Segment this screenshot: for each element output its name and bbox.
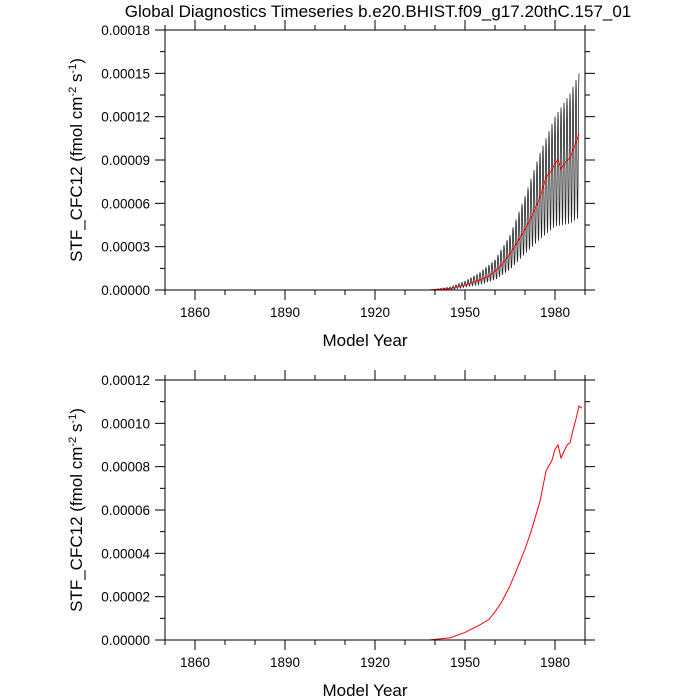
annual-series-line: [165, 405, 583, 640]
y-tick-label: 0.00006: [101, 503, 150, 518]
y-tick-label: 0.00018: [101, 23, 150, 38]
bottom-panel: 1860 1890 1920 1950 1980 0.00000 0.00002 0.0000…: [67, 370, 595, 700]
x-tick-label: 1950: [450, 655, 480, 670]
x-tick-label: 1920: [360, 655, 390, 670]
x-tick-label: 1980: [540, 305, 570, 320]
y-tick-label: 0.00006: [101, 196, 150, 211]
x-tick-label: 1920: [360, 305, 390, 320]
y-tick-label: 0.00000: [101, 283, 150, 298]
chart-title: Global Diagnostics Timeseries b.e20.BHIS…: [125, 2, 632, 21]
x-tick-label: 1890: [270, 655, 300, 670]
y-tick-label: 0.00012: [101, 110, 150, 125]
x-axis-label: Model Year: [322, 331, 407, 350]
top-panel: 1860 1890 1920 1950 1980 0.00000 0.00003 0.0000…: [67, 20, 595, 350]
y-axis-label: STF_CFC12 (fmol cm-2 s-1): [67, 408, 86, 612]
y-tick-label: 0.00012: [101, 373, 150, 388]
x-tick-label: 1980: [540, 655, 570, 670]
y-tick-label: 0.00015: [101, 66, 150, 81]
x-tick-label: 1890: [270, 305, 300, 320]
y-tick-label: 0.00002: [101, 590, 150, 605]
y-tick-label: 0.00009: [101, 153, 150, 168]
monthly-series-line: [165, 73, 580, 290]
plot-frame: [164, 29, 586, 291]
y-axis-label: STF_CFC12 (fmol cm-2 s-1): [67, 58, 86, 262]
y-tick-label: 0.00000: [101, 633, 150, 648]
y-tick-label: 0.00003: [101, 240, 150, 255]
annual-series-line: [165, 133, 580, 290]
y-tick-label: 0.00004: [101, 546, 150, 561]
y-tick-label: 0.00008: [101, 460, 150, 475]
x-tick-label: 1860: [180, 305, 210, 320]
y-tick-label: 0.00010: [101, 416, 150, 431]
x-axis-label: Model Year: [322, 681, 407, 700]
plot-frame: [164, 379, 586, 641]
x-tick-label: 1950: [450, 305, 480, 320]
x-tick-label: 1860: [180, 655, 210, 670]
